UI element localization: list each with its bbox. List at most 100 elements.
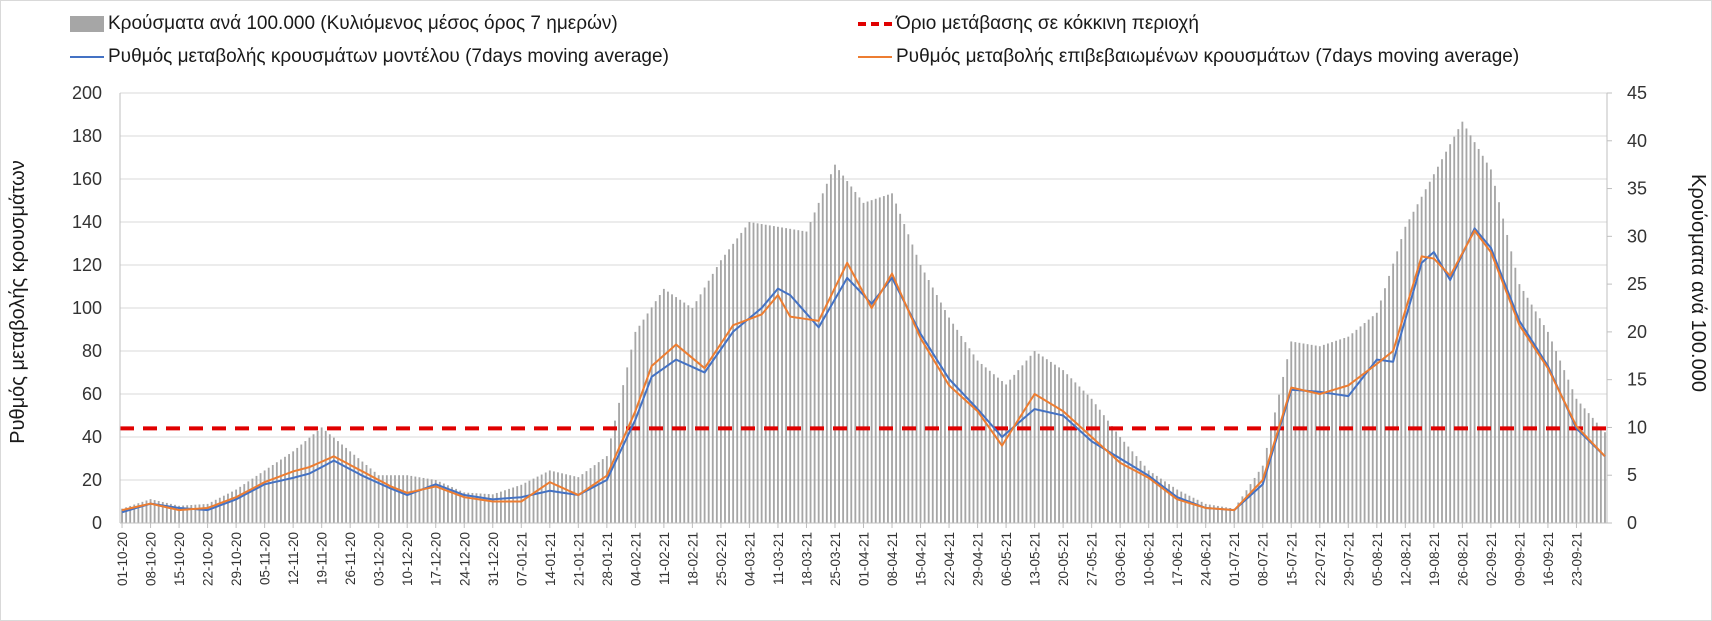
y-tick-left: 40 [82,427,102,447]
legend-threshold-swatch [858,22,892,26]
bar [1522,290,1525,523]
bar [1595,422,1598,523]
bar [1221,506,1223,523]
bar [190,504,193,523]
y-axis-right-title: Κρούσματα ανά 100.000 [1687,174,1709,392]
bar [1257,471,1260,523]
bar [1404,226,1407,523]
bar [622,385,625,523]
bar [447,485,449,523]
bar [1412,211,1415,523]
bar [161,501,164,523]
bar [316,430,319,523]
y-tick-left: 60 [82,384,102,404]
bar [671,294,673,523]
bar [471,492,474,523]
x-tick-label: 27-05-21 [1085,532,1100,586]
bar [1029,355,1032,523]
legend-confirmed: Ρυθμός μεταβολής επιβεβαιωμένων κρουσμάτ… [858,46,1519,68]
x-tick-label: 29-07-21 [1341,532,1356,586]
bar [1025,360,1028,523]
x-tick-label: 22-07-21 [1313,532,1328,586]
bar [781,227,783,523]
x-tick-label: 15-10-20 [172,532,187,586]
bar [1567,379,1570,523]
bar [1408,219,1411,523]
bar [1457,129,1460,523]
bar [789,228,792,524]
bar [442,483,445,523]
bar [1530,304,1533,523]
bar [662,288,665,523]
x-tick-label: 29-10-20 [229,532,244,586]
bar [1196,499,1199,523]
bar [1269,430,1272,523]
bar [349,451,352,523]
bar [1001,381,1003,523]
bar [1437,166,1439,523]
bar [679,299,682,523]
bar [133,504,136,523]
bar [463,492,466,523]
bar [557,472,559,523]
bar [174,504,176,523]
legend-bars-swatch [70,16,104,32]
bar [1045,359,1048,523]
bar [882,196,885,524]
bar [1428,181,1431,523]
bar [732,243,735,524]
bar [1188,495,1191,523]
bar [385,475,388,523]
bar [438,481,441,523]
bar [589,468,592,523]
bar [1168,484,1170,523]
bar [300,444,303,523]
bar [1017,370,1020,523]
bar [654,301,657,523]
bar [1449,144,1452,523]
legend-confirmed-label: Ρυθμός μεταβολής επιβεβαιωμένων κρουσμάτ… [896,46,1520,67]
bar [1090,398,1093,523]
bar [251,478,254,523]
bar [149,499,152,523]
bar [614,420,616,523]
y-tick-right: 20 [1627,322,1647,342]
y-tick-right: 40 [1627,131,1647,151]
y-tick-left: 120 [72,255,102,275]
bar [312,434,315,523]
x-tick-label: 22-10-20 [201,532,216,586]
bar [752,222,755,523]
bar [927,280,930,523]
bar [793,229,796,523]
bar [548,470,551,523]
bar [834,164,836,523]
bar [1367,319,1370,523]
bar [988,370,991,523]
bar [866,201,869,523]
bar [838,170,840,523]
bar [1062,370,1065,523]
bar [1184,493,1187,523]
bar [646,313,649,523]
bar [1176,489,1179,523]
bar [324,430,327,523]
bar [650,307,653,523]
x-tick-label: 10-12-20 [400,532,415,586]
bar [524,482,527,523]
bar [907,234,910,524]
bar [1139,460,1142,523]
bar [1127,446,1130,523]
bar [1477,148,1480,523]
bar [1384,288,1386,523]
axes: 0 20 40 60 80 100 120 140 160 180 200 0 5 10 15 20 25 30 3… [72,83,1647,586]
bar [495,492,498,523]
x-tick-label: 10-06-21 [1142,532,1157,586]
bar [1261,465,1264,523]
bar [764,224,767,523]
y-tick-right: 15 [1627,370,1647,390]
bar [430,479,433,523]
x-tick-label: 17-06-21 [1170,532,1185,586]
bar [1371,316,1374,523]
bar [1290,341,1293,523]
bar [1461,121,1464,524]
